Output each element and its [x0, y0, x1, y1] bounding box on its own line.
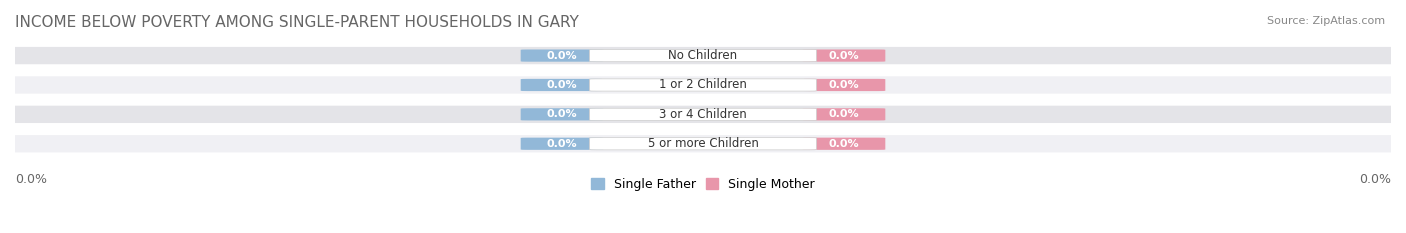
Text: 0.0%: 0.0% — [547, 109, 578, 119]
Text: 0.0%: 0.0% — [547, 51, 578, 61]
FancyBboxPatch shape — [520, 79, 603, 91]
Text: 0.0%: 0.0% — [828, 80, 859, 90]
FancyBboxPatch shape — [1, 76, 1405, 94]
FancyBboxPatch shape — [589, 108, 817, 120]
Text: 1 or 2 Children: 1 or 2 Children — [659, 79, 747, 92]
Text: 0.0%: 0.0% — [547, 80, 578, 90]
FancyBboxPatch shape — [520, 138, 603, 150]
FancyBboxPatch shape — [589, 49, 817, 62]
FancyBboxPatch shape — [803, 108, 886, 120]
FancyBboxPatch shape — [520, 49, 603, 62]
Text: 0.0%: 0.0% — [828, 109, 859, 119]
FancyBboxPatch shape — [589, 138, 817, 150]
FancyBboxPatch shape — [589, 79, 817, 91]
FancyBboxPatch shape — [803, 79, 886, 91]
Text: 0.0%: 0.0% — [828, 51, 859, 61]
FancyBboxPatch shape — [803, 49, 886, 62]
Text: INCOME BELOW POVERTY AMONG SINGLE-PARENT HOUSEHOLDS IN GARY: INCOME BELOW POVERTY AMONG SINGLE-PARENT… — [15, 15, 579, 30]
FancyBboxPatch shape — [520, 108, 603, 120]
Text: No Children: No Children — [668, 49, 738, 62]
FancyBboxPatch shape — [1, 47, 1405, 64]
Text: 0.0%: 0.0% — [15, 173, 46, 186]
Text: 5 or more Children: 5 or more Children — [648, 137, 758, 150]
Text: 0.0%: 0.0% — [547, 139, 578, 149]
Legend: Single Father, Single Mother: Single Father, Single Mother — [586, 173, 820, 196]
Text: 0.0%: 0.0% — [1360, 173, 1391, 186]
Text: 0.0%: 0.0% — [828, 139, 859, 149]
FancyBboxPatch shape — [1, 135, 1405, 152]
FancyBboxPatch shape — [803, 138, 886, 150]
FancyBboxPatch shape — [1, 106, 1405, 123]
Text: Source: ZipAtlas.com: Source: ZipAtlas.com — [1267, 16, 1385, 26]
Text: 3 or 4 Children: 3 or 4 Children — [659, 108, 747, 121]
